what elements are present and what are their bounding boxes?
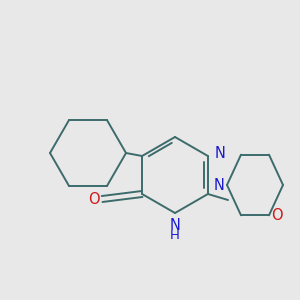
Text: N: N xyxy=(169,218,180,233)
Text: N: N xyxy=(215,146,226,161)
Text: H: H xyxy=(170,229,180,242)
Text: N: N xyxy=(214,178,224,194)
Text: O: O xyxy=(271,208,283,223)
Text: O: O xyxy=(88,191,100,206)
